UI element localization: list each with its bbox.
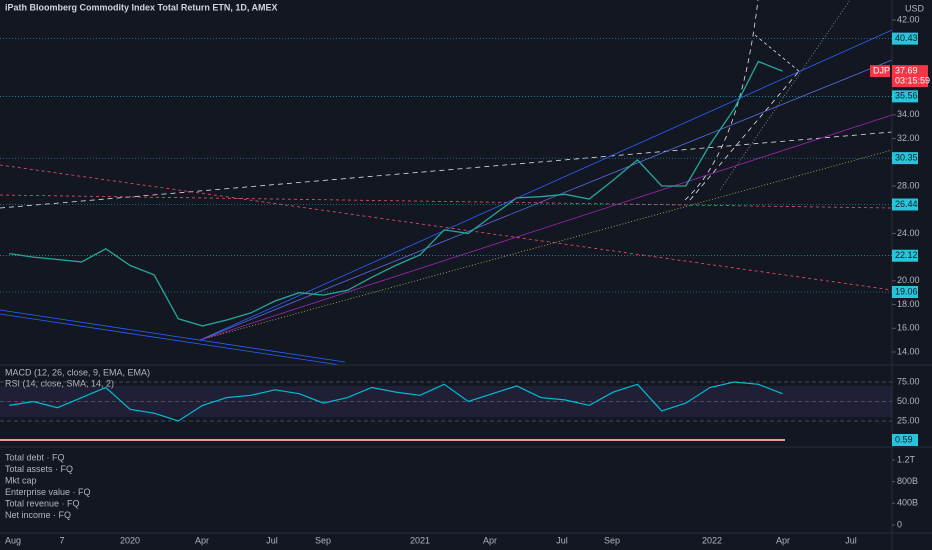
time-label: 2020 <box>120 535 140 545</box>
fundamental-label: Total debt · FQ <box>5 452 65 462</box>
ticker-box <box>870 65 890 78</box>
fundamental-label: Enterprise value · FQ <box>5 487 91 497</box>
level-box <box>892 152 918 165</box>
price-line <box>9 60 783 327</box>
time-label: Apr <box>776 535 790 545</box>
macd-value-box <box>892 434 918 446</box>
trend-line <box>684 0 759 201</box>
price-tick-label: 20.00 <box>897 275 920 285</box>
level-label: 22.12 <box>895 250 918 260</box>
level-box <box>892 32 918 45</box>
drawings <box>0 0 893 366</box>
price-tick-label: 32.00 <box>897 133 920 143</box>
rsi-tick-label: 50.00 <box>897 396 920 406</box>
time-label: Apr <box>195 535 209 545</box>
fundamental-tick-label: 0 <box>897 519 902 529</box>
level-box <box>892 286 918 299</box>
trend-line <box>199 114 893 341</box>
price-tick-label: 16.00 <box>897 323 920 333</box>
last-price: 37.69 <box>895 65 918 75</box>
ticker: DJP <box>873 65 890 75</box>
level-label: 19.06 <box>895 286 918 296</box>
level-box <box>892 90 918 103</box>
level-box <box>892 249 918 262</box>
level-label: 26.44 <box>895 199 918 209</box>
macd-label: MACD (12, 26, close, 9, EMA, EMA) <box>5 367 150 377</box>
time-label: Aug <box>5 535 21 545</box>
time-label: Jul <box>266 535 278 545</box>
rsi-tick-label: 25.00 <box>897 415 920 425</box>
trend-line <box>0 194 893 209</box>
fundamental-label: Total revenue · FQ <box>5 498 80 508</box>
trend-line <box>754 34 801 73</box>
rsi-line <box>9 381 783 422</box>
level-box <box>892 198 918 211</box>
time-label: Jul <box>845 535 857 545</box>
trend-line <box>0 313 341 366</box>
time-label: Jul <box>556 535 568 545</box>
time-label: 7 <box>59 535 64 545</box>
level-label: 35.56 <box>895 91 918 101</box>
fundamental-label: Net income · FQ <box>5 510 71 520</box>
trend-line <box>199 59 893 341</box>
price-tick-label: 18.00 <box>897 299 920 309</box>
trend-line <box>0 164 893 291</box>
price-tick-label: 14.00 <box>897 346 920 356</box>
price-tick-label: 34.00 <box>897 109 920 119</box>
time-label: Apr <box>483 535 497 545</box>
time-label: Sep <box>315 535 331 545</box>
rsi-tick-label: 75.00 <box>897 376 920 386</box>
time-label: 2021 <box>410 535 430 545</box>
time-label: 2022 <box>702 535 722 545</box>
currency: USD <box>905 3 925 13</box>
rsi-label: RSI (14, close, SMA, 14, 2) <box>5 378 114 388</box>
macd-value: 0.59 <box>895 434 913 444</box>
countdown: 03:15:59 <box>895 75 930 85</box>
level-label: 40.43 <box>895 33 918 43</box>
last-price-box <box>892 65 928 88</box>
trend-line <box>199 29 893 341</box>
fundamental-tick-label: 800B <box>897 476 918 486</box>
trend-line <box>689 69 801 201</box>
price-tick-label: 28.00 <box>897 180 920 190</box>
level-label: 30.35 <box>895 153 918 163</box>
price-tick-label: 24.00 <box>897 228 920 238</box>
price-tick-label: 42.00 <box>897 14 920 24</box>
fundamental-label: Mkt cap <box>5 475 37 485</box>
time-label: Sep <box>604 535 620 545</box>
fundamental-tick-label: 1.2T <box>897 454 916 464</box>
chart-title: iPath Bloomberg Commodity Index Total Re… <box>5 2 278 12</box>
fundamental-tick-label: 400B <box>897 498 918 508</box>
trend-line <box>0 309 346 363</box>
fundamental-label: Total assets · FQ <box>5 464 73 474</box>
